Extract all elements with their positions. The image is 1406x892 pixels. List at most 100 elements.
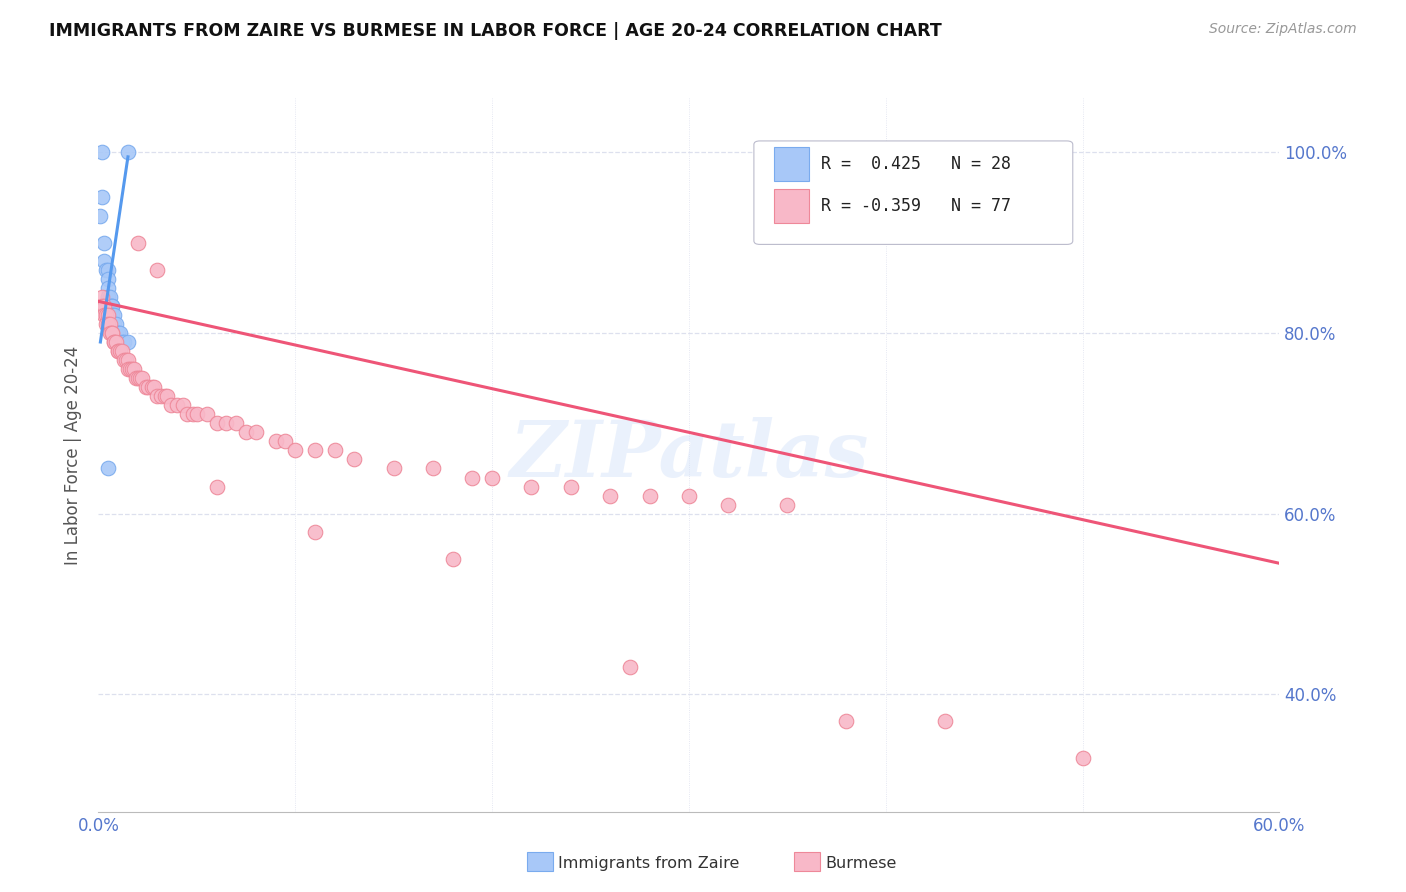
Point bbox=[934, 714, 956, 729]
Point bbox=[117, 353, 139, 368]
Point bbox=[98, 299, 121, 313]
Point bbox=[117, 334, 139, 349]
Point bbox=[141, 380, 163, 394]
Point bbox=[91, 299, 114, 313]
Point bbox=[160, 398, 183, 412]
Point bbox=[97, 461, 120, 475]
Point bbox=[107, 344, 129, 359]
Point bbox=[176, 407, 198, 421]
Point bbox=[101, 326, 124, 340]
Point bbox=[343, 452, 366, 467]
Point bbox=[91, 145, 114, 160]
Point bbox=[776, 498, 799, 512]
Point bbox=[117, 145, 139, 160]
Point bbox=[121, 362, 143, 376]
Point bbox=[599, 489, 621, 503]
Point bbox=[103, 317, 125, 331]
Point bbox=[274, 434, 297, 449]
Point bbox=[105, 326, 128, 340]
Point bbox=[93, 299, 115, 313]
Point bbox=[441, 551, 464, 566]
Point bbox=[91, 290, 114, 304]
Point bbox=[225, 417, 247, 431]
Point bbox=[105, 317, 128, 331]
Point bbox=[619, 660, 641, 674]
Point bbox=[284, 443, 307, 458]
Point bbox=[107, 326, 129, 340]
Point bbox=[122, 362, 145, 376]
Point bbox=[382, 461, 405, 475]
Point bbox=[112, 353, 135, 368]
Point bbox=[136, 380, 159, 394]
Point bbox=[172, 398, 194, 412]
Point bbox=[89, 209, 111, 223]
Point bbox=[560, 479, 582, 493]
Point bbox=[127, 371, 149, 385]
Point bbox=[108, 326, 131, 340]
Point bbox=[146, 262, 169, 277]
Point bbox=[103, 308, 125, 322]
Point bbox=[135, 380, 157, 394]
Point bbox=[105, 334, 128, 349]
Point bbox=[97, 290, 120, 304]
Point bbox=[89, 299, 111, 313]
Point bbox=[111, 334, 134, 349]
Point bbox=[422, 461, 444, 475]
Point bbox=[142, 380, 165, 394]
Point bbox=[101, 299, 124, 313]
Point bbox=[97, 272, 120, 286]
Point bbox=[98, 290, 121, 304]
Point bbox=[97, 262, 120, 277]
Point bbox=[638, 489, 661, 503]
Point bbox=[150, 389, 173, 403]
Point bbox=[128, 371, 150, 385]
Point bbox=[118, 362, 141, 376]
Point bbox=[461, 470, 484, 484]
Point bbox=[264, 434, 287, 449]
Text: Burmese: Burmese bbox=[825, 856, 897, 871]
Text: Source: ZipAtlas.com: Source: ZipAtlas.com bbox=[1209, 22, 1357, 37]
Point bbox=[235, 425, 257, 440]
Point bbox=[93, 235, 115, 250]
Bar bbox=[773, 189, 810, 224]
Point bbox=[1071, 750, 1094, 764]
Point bbox=[96, 317, 118, 331]
Point bbox=[97, 290, 120, 304]
Point bbox=[195, 407, 218, 421]
Point bbox=[131, 371, 153, 385]
Point bbox=[97, 281, 120, 295]
Point bbox=[678, 489, 700, 503]
Point bbox=[181, 407, 204, 421]
Point bbox=[93, 308, 115, 322]
Point bbox=[97, 308, 120, 322]
Point bbox=[101, 326, 124, 340]
Point bbox=[96, 308, 118, 322]
Point bbox=[156, 389, 179, 403]
Point bbox=[520, 479, 543, 493]
Text: R =  0.425   N = 28: R = 0.425 N = 28 bbox=[821, 155, 1011, 173]
Text: ZIPatlas: ZIPatlas bbox=[509, 417, 869, 493]
Point bbox=[108, 344, 131, 359]
Point bbox=[101, 308, 124, 322]
Point bbox=[127, 235, 149, 250]
Point bbox=[245, 425, 267, 440]
Point bbox=[186, 407, 208, 421]
Point bbox=[304, 443, 326, 458]
FancyBboxPatch shape bbox=[754, 141, 1073, 244]
Point bbox=[166, 398, 188, 412]
Point bbox=[481, 470, 503, 484]
Point bbox=[101, 299, 124, 313]
Point bbox=[91, 190, 114, 204]
Point bbox=[155, 389, 177, 403]
Point bbox=[717, 498, 740, 512]
Point bbox=[146, 389, 169, 403]
Point bbox=[111, 344, 134, 359]
Point bbox=[103, 334, 125, 349]
Y-axis label: In Labor Force | Age 20-24: In Labor Force | Age 20-24 bbox=[65, 345, 83, 565]
Point bbox=[215, 417, 238, 431]
Point bbox=[304, 524, 326, 539]
Point bbox=[107, 344, 129, 359]
Point bbox=[112, 334, 135, 349]
Point bbox=[98, 317, 121, 331]
Bar bbox=[773, 147, 810, 181]
